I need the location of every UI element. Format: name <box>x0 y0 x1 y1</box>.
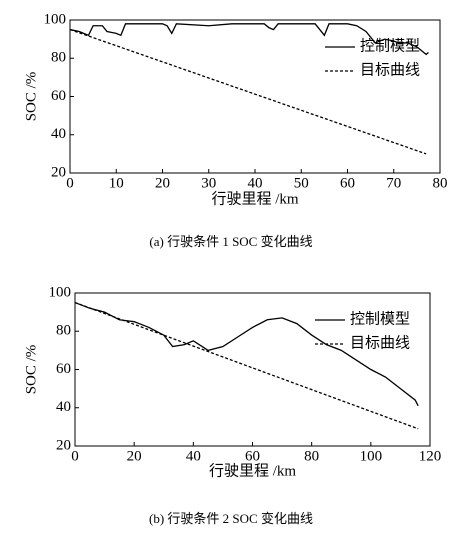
y-tick-label: 100 <box>44 11 67 27</box>
x-tick-label: 40 <box>186 448 201 464</box>
x-tick-label: 50 <box>294 175 309 191</box>
x-tick-label: 40 <box>248 175 263 191</box>
x-tick-label: 0 <box>66 175 74 191</box>
y-axis-label: SOC /% <box>23 72 39 122</box>
legend-label: 目标曲线 <box>360 61 420 78</box>
x-tick-label: 60 <box>340 175 355 191</box>
y-tick-label: 40 <box>56 399 71 415</box>
x-tick-label: 20 <box>127 448 142 464</box>
x-axis-label: 行驶里程 /km <box>211 190 298 207</box>
y-tick-label: 80 <box>51 50 66 66</box>
x-tick-label: 80 <box>433 175 448 191</box>
x-axis-label: 行驶里程 /km <box>209 462 296 479</box>
x-tick-label: 60 <box>245 448 260 464</box>
x-tick-label: 70 <box>386 175 401 191</box>
y-tick-label: 80 <box>56 323 71 339</box>
y-tick-label: 40 <box>51 126 66 142</box>
caption: (b) 行驶条件 2 SOC 变化曲线 <box>149 511 313 526</box>
x-tick-label: 30 <box>201 175 216 191</box>
y-tick-label: 60 <box>56 361 71 377</box>
x-tick-label: 10 <box>109 175 124 191</box>
legend-label: 目标曲线 <box>350 334 410 351</box>
legend-label: 控制模型 <box>350 310 410 327</box>
legend-label: 控制模型 <box>360 37 420 54</box>
x-tick-label: 0 <box>71 448 79 464</box>
y-axis-label: SOC /% <box>23 345 39 395</box>
caption: (a) 行驶条件 1 SOC 变化曲线 <box>149 234 312 249</box>
x-tick-label: 120 <box>419 448 442 464</box>
y-tick-label: 20 <box>51 164 66 180</box>
series-line <box>69 28 427 155</box>
y-tick-label: 20 <box>56 437 71 453</box>
x-tick-label: 80 <box>304 448 319 464</box>
x-tick-label: 100 <box>360 448 383 464</box>
x-tick-label: 20 <box>155 175 170 191</box>
series-line <box>74 301 419 407</box>
series-line <box>69 23 429 56</box>
series-line <box>74 301 419 430</box>
y-tick-label: 100 <box>49 284 72 300</box>
y-tick-label: 60 <box>51 88 66 104</box>
